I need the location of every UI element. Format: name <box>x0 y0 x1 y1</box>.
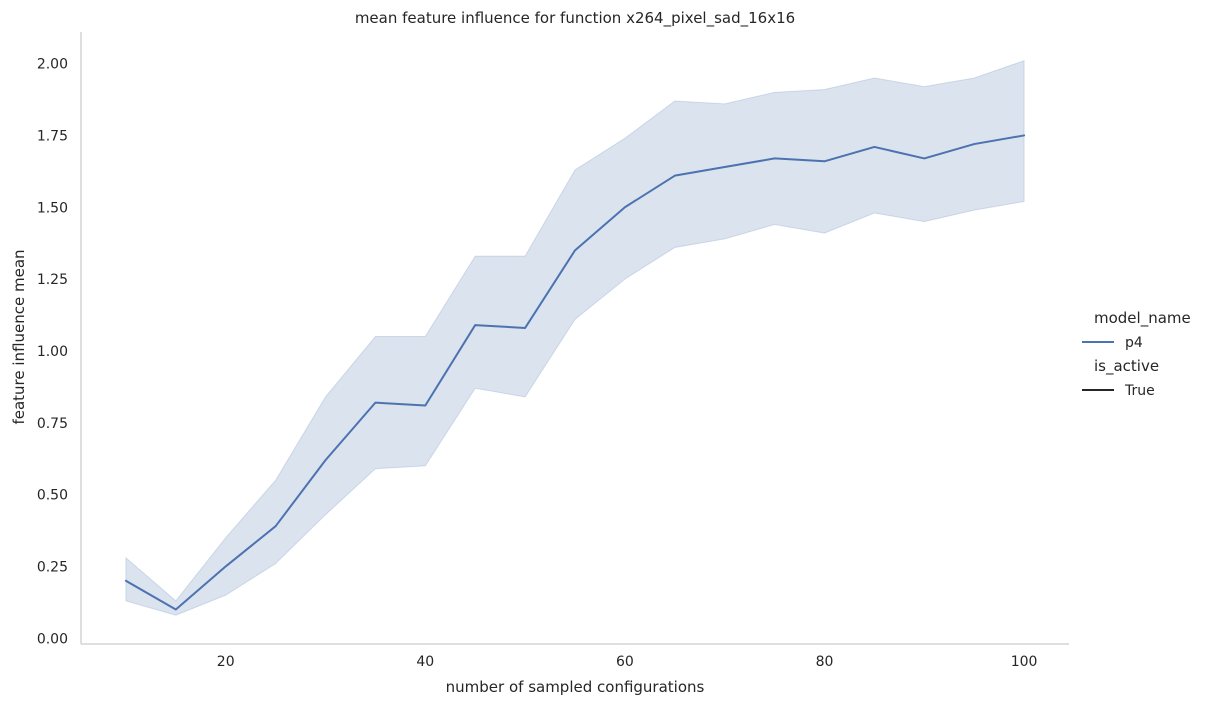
legend-label: p4 <box>1125 335 1143 351</box>
x-tick-label: 80 <box>816 654 834 670</box>
y-tick-label: 1.25 <box>37 272 68 288</box>
data-point <box>474 324 476 326</box>
legend-title: is_active <box>1094 357 1159 376</box>
data-point <box>275 525 277 527</box>
y-axis-label: feature influence mean <box>10 249 28 424</box>
y-tick-label: 0.25 <box>37 559 68 575</box>
y-tick-label: 0.50 <box>37 488 68 504</box>
chart-title: mean feature influence for function x264… <box>355 9 795 28</box>
y-tick-label: 0.00 <box>37 631 68 647</box>
y-tick-label: 0.75 <box>37 416 68 432</box>
y-tick-label: 1.75 <box>37 128 68 144</box>
data-point <box>175 609 177 611</box>
plot-area <box>124 60 1026 616</box>
data-point <box>873 146 875 148</box>
data-point <box>524 327 526 329</box>
data-point <box>923 157 925 159</box>
y-tick-label: 2.00 <box>37 57 68 73</box>
data-point <box>225 565 227 567</box>
data-point <box>1023 134 1025 136</box>
data-point <box>724 166 726 168</box>
data-point <box>823 160 825 162</box>
legend-title: model_name <box>1094 309 1191 328</box>
y-tick-label: 1.00 <box>37 344 68 360</box>
series-line-p4 <box>124 134 1026 611</box>
data-point <box>674 175 676 177</box>
data-point <box>624 206 626 208</box>
axes: 20 40 60 80 100 0.00 0.25 0.50 0.75 1.00 1.25 1.50 1… <box>37 32 1069 670</box>
data-point <box>424 405 426 407</box>
data-point <box>973 143 975 145</box>
data-point <box>574 249 576 251</box>
x-tick-label: 60 <box>616 654 634 670</box>
confidence-band-p4 <box>125 60 1025 616</box>
x-axis-label: number of sampled configurations <box>446 678 705 696</box>
y-tick-label: 1.50 <box>37 200 68 216</box>
legend: model_name p4 is_active True <box>1082 309 1191 399</box>
legend-label: True <box>1124 383 1155 399</box>
x-tick-label: 40 <box>416 654 434 670</box>
data-point <box>125 580 127 582</box>
x-tick-label: 20 <box>217 654 235 670</box>
data-point <box>774 157 776 159</box>
x-tick-label: 100 <box>1011 654 1038 670</box>
data-point <box>325 459 327 461</box>
data-point <box>374 402 376 404</box>
